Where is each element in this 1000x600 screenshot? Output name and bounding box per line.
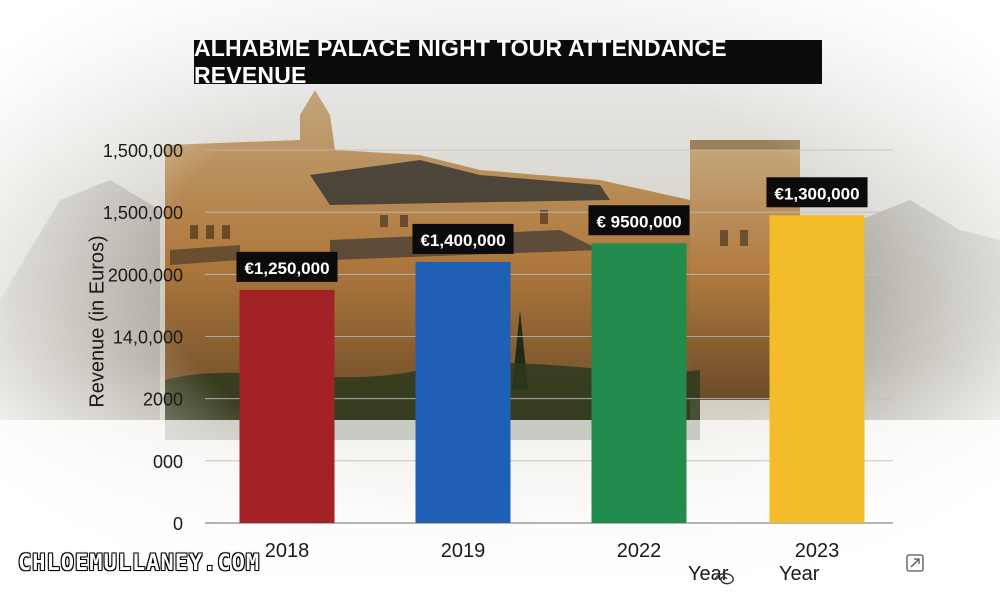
- expand-icon[interactable]: [905, 553, 925, 573]
- chart-title: ALHABME PALACE NIGHT TOUR ATTENDANCE REV…: [194, 35, 822, 88]
- x-tick-label: 2019: [441, 540, 486, 562]
- data-label: €1,300,000: [766, 177, 868, 208]
- y-axis-label: Revenue (in Euros): [86, 235, 109, 408]
- bar-2023: [769, 215, 865, 523]
- data-label: € 9500,000: [588, 205, 690, 236]
- y-tick-label: 1,500,000: [103, 203, 183, 223]
- x-tick-label: 2023: [795, 540, 840, 562]
- data-label-box: [412, 223, 514, 254]
- watermark: CHLOEMULLANEY.COM: [18, 551, 261, 576]
- y-tick-label: 14,0,000: [113, 328, 183, 348]
- data-label-box: [588, 205, 690, 236]
- y-tick-label: 1,500,000: [103, 141, 183, 161]
- bar-2019: [415, 261, 511, 523]
- data-label-text: €1,400,000: [420, 231, 505, 250]
- bar-2018: [239, 289, 335, 523]
- data-label-text: € 9500,000: [596, 212, 681, 231]
- x-tick-label: 2022: [617, 540, 662, 562]
- bar-2022: [591, 243, 687, 523]
- y-tick-label: 2000: [143, 390, 183, 410]
- data-label-text: €1,250,000: [244, 259, 329, 278]
- y-tick-label: 000: [153, 452, 183, 472]
- data-label-text: €1,300,000: [774, 184, 859, 203]
- x-axis-label-1: Year: [688, 563, 729, 585]
- data-label: €1,250,000: [236, 251, 338, 282]
- data-label-box: [766, 177, 868, 208]
- x-axis-label-2: Year: [779, 563, 820, 585]
- data-label: €1,400,000: [412, 223, 514, 254]
- y-tick-label: 2000,000: [108, 265, 183, 285]
- x-tick-label: 2018: [265, 540, 310, 562]
- data-label-box: [236, 251, 338, 282]
- swirl-icon: [714, 573, 734, 585]
- y-tick-label: 0: [173, 514, 183, 534]
